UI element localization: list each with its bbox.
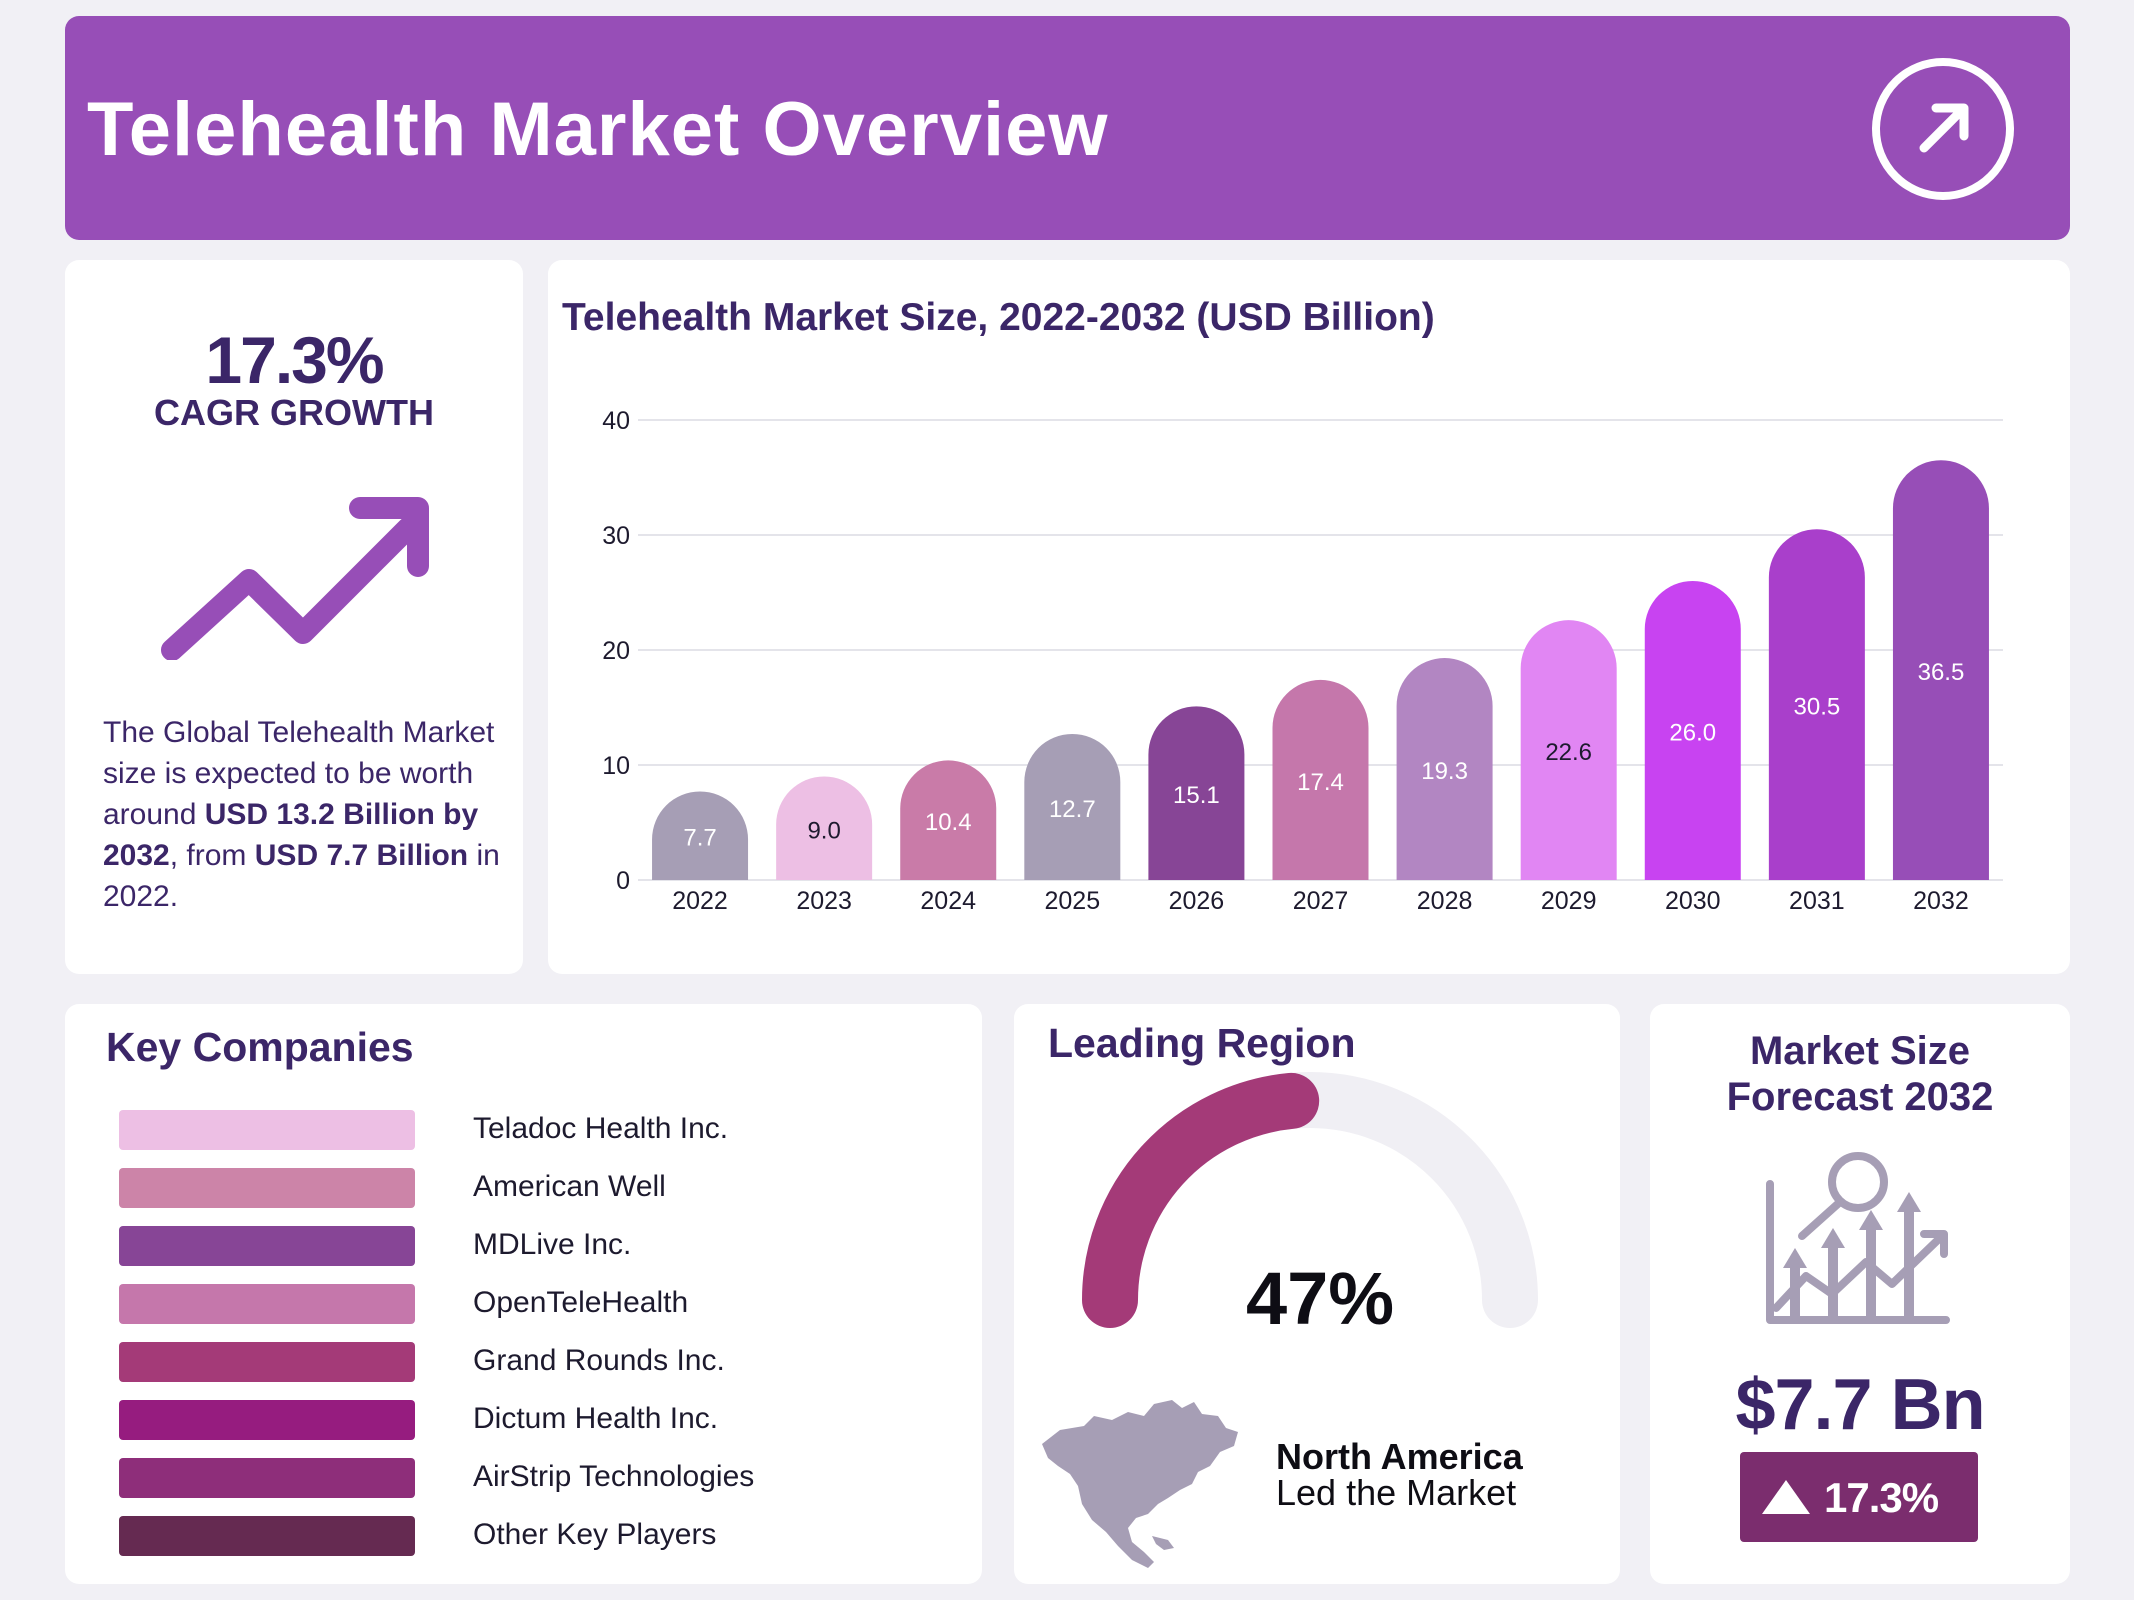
x-tick-label: 2032 bbox=[1913, 887, 1969, 915]
bar-value-label: 26.0 bbox=[1669, 720, 1716, 747]
company-name: American Well bbox=[473, 1170, 666, 1203]
triangle-up-icon bbox=[1762, 1480, 1810, 1514]
bar-value-label: 17.4 bbox=[1297, 769, 1344, 796]
trend-up-arrow-icon bbox=[161, 497, 429, 660]
chart-title: Telehealth Market Size, 2022-2032 (USD B… bbox=[562, 296, 1435, 339]
company-color-swatch bbox=[119, 1458, 415, 1498]
companies-title: Key Companies bbox=[106, 1024, 414, 1070]
bar bbox=[1892, 460, 1989, 880]
region-card: Leading Region 47% North America Led the… bbox=[1014, 1004, 1620, 1584]
bar bbox=[652, 791, 749, 880]
arrow-up-right-icon[interactable] bbox=[1872, 58, 2014, 200]
x-tick-label: 2030 bbox=[1665, 887, 1721, 915]
bar-value-label: 36.5 bbox=[1918, 659, 1965, 686]
bar-value-label: 30.5 bbox=[1794, 694, 1841, 721]
region-name: North America bbox=[1276, 1436, 1523, 1477]
north-america-map-icon bbox=[1042, 1400, 1238, 1568]
cagr-desc-text-2: , from bbox=[169, 839, 255, 872]
forecast-title-line1: Market Size bbox=[1749, 1029, 1971, 1073]
forecast-value: $7.7 Bn bbox=[1735, 1365, 1985, 1445]
growth-badge: 17.3% bbox=[1740, 1452, 1978, 1542]
x-tick-label: 2022 bbox=[672, 887, 728, 915]
bar bbox=[1024, 733, 1121, 880]
bar-value-label: 15.1 bbox=[1173, 782, 1220, 809]
bar bbox=[1644, 581, 1741, 880]
cagr-desc-text-1: The Global Telehealth Market size is exp… bbox=[103, 716, 495, 831]
company-name: Grand Rounds Inc. bbox=[473, 1344, 725, 1377]
list-item: American Well bbox=[119, 1168, 939, 1208]
company-name: Teladoc Health Inc. bbox=[473, 1112, 729, 1145]
cagr-description: The Global Telehealth Market size is exp… bbox=[103, 712, 503, 917]
cagr-value: 17.3% bbox=[205, 323, 384, 397]
cagr-label: CAGR GROWTH bbox=[154, 392, 434, 433]
x-tick-label: 2025 bbox=[1045, 887, 1101, 915]
bar bbox=[1148, 706, 1245, 880]
company-color-swatch bbox=[119, 1168, 415, 1208]
gauge-value: 47% bbox=[1245, 1257, 1395, 1340]
header-banner: Telehealth Market Overview bbox=[65, 16, 2070, 240]
x-tick-label: 2028 bbox=[1417, 887, 1473, 915]
list-item: Grand Rounds Inc. bbox=[119, 1342, 939, 1382]
growth-chart-magnifier-icon bbox=[1766, 1152, 1950, 1324]
bar bbox=[1768, 529, 1865, 880]
y-tick-label: 30 bbox=[602, 522, 630, 550]
company-name: MDLive Inc. bbox=[473, 1228, 632, 1261]
forecast-title: Market Size Forecast 2032 bbox=[1650, 1028, 2070, 1120]
region-title: Leading Region bbox=[1048, 1020, 1356, 1066]
chart-card: 0 10 20 30 40 7.7 2022 9.0 2023 10.4 2024 12.7 2025 1… bbox=[548, 260, 2070, 974]
list-item: MDLive Inc. bbox=[119, 1226, 939, 1266]
company-color-swatch bbox=[119, 1284, 415, 1324]
bar bbox=[1272, 679, 1369, 880]
list-item: Dictum Health Inc. bbox=[119, 1400, 939, 1440]
bar-value-label: 9.0 bbox=[807, 817, 840, 844]
bar-value-label: 22.6 bbox=[1545, 739, 1592, 766]
x-tick-label: 2024 bbox=[920, 887, 976, 915]
bar-chart: 0102030407.720229.0202310.4202412.720251… bbox=[602, 407, 2003, 915]
growth-value: 17.3% bbox=[1824, 1474, 1939, 1521]
page-title: Telehealth Market Overview bbox=[87, 87, 1109, 172]
bar bbox=[900, 760, 997, 880]
x-tick-label: 2027 bbox=[1293, 887, 1349, 915]
company-color-swatch bbox=[119, 1110, 415, 1150]
company-color-swatch bbox=[119, 1516, 415, 1556]
region-gauge bbox=[1082, 1072, 1538, 1328]
forecast-card: Market Size Forecast 2032 $7.7 Bn 17.3% bbox=[1650, 1004, 2070, 1584]
x-tick-label: 2029 bbox=[1541, 887, 1597, 915]
bar bbox=[1520, 620, 1617, 880]
list-item: AirStrip Technologies bbox=[119, 1458, 939, 1498]
companies-card: Key Companies Teladoc Health Inc. America… bbox=[65, 1004, 982, 1584]
x-tick-label: 2026 bbox=[1169, 887, 1225, 915]
forecast-title-line2: Forecast 2032 bbox=[1726, 1075, 1994, 1119]
gauge-fill bbox=[1082, 1072, 1320, 1328]
y-tick-label: 20 bbox=[602, 637, 630, 665]
cagr-card: 17.3% CAGR GROWTH The Global Telehealth … bbox=[65, 260, 523, 974]
bar-value-label: 12.7 bbox=[1049, 796, 1096, 823]
bar-value-label: 19.3 bbox=[1421, 758, 1468, 785]
list-item: OpenTeleHealth bbox=[119, 1284, 939, 1324]
bar-value-label: 7.7 bbox=[683, 825, 716, 852]
company-name: Dictum Health Inc. bbox=[473, 1402, 719, 1435]
y-tick-label: 0 bbox=[616, 867, 630, 895]
cagr-desc-bold-1: USD 13.2 Billion by 2032 bbox=[103, 798, 479, 872]
y-tick-label: 10 bbox=[602, 752, 630, 780]
company-name: AirStrip Technologies bbox=[473, 1460, 755, 1493]
x-tick-label: 2023 bbox=[796, 887, 852, 915]
company-color-swatch bbox=[119, 1342, 415, 1382]
company-name: Other Key Players bbox=[473, 1518, 717, 1551]
list-item: Other Key Players bbox=[119, 1516, 939, 1556]
list-item: Teladoc Health Inc. bbox=[119, 1110, 939, 1150]
company-color-swatch bbox=[119, 1226, 415, 1266]
y-tick-label: 40 bbox=[602, 407, 630, 435]
cagr-desc-text-3: in 2022. bbox=[103, 839, 500, 913]
cagr-desc-bold-2: USD 7.7 Billion bbox=[254, 839, 469, 872]
company-color-swatch bbox=[119, 1400, 415, 1440]
x-tick-label: 2031 bbox=[1789, 887, 1845, 915]
bar-value-label: 10.4 bbox=[925, 809, 972, 836]
bar bbox=[776, 776, 873, 880]
region-subtitle: Led the Market bbox=[1276, 1472, 1517, 1513]
bar bbox=[1396, 658, 1493, 880]
company-name: OpenTeleHealth bbox=[473, 1286, 689, 1319]
